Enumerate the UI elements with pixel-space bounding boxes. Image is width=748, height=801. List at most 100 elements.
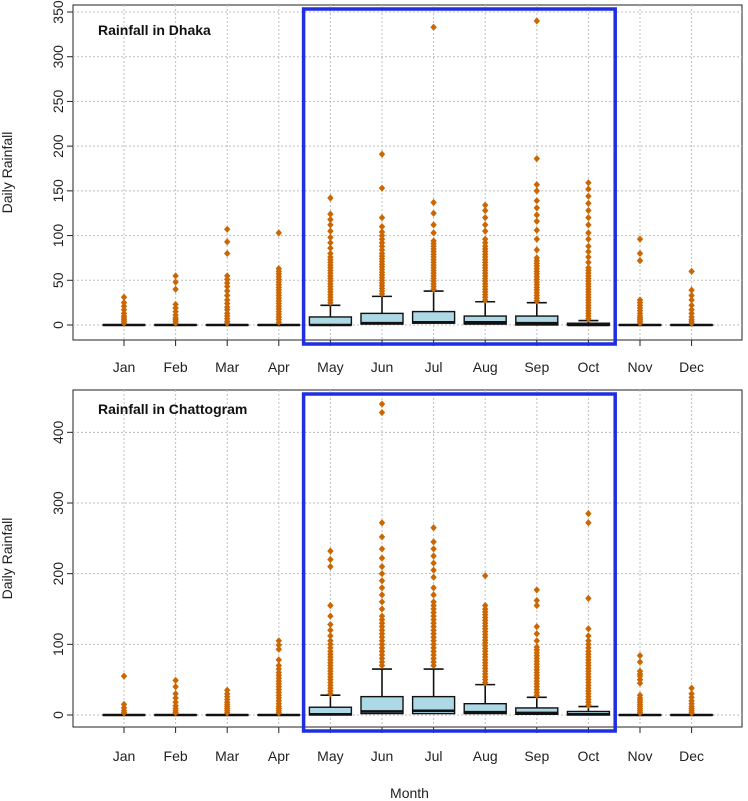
outlier-point xyxy=(482,201,489,209)
outlier-point xyxy=(378,570,386,578)
outlier-point xyxy=(430,538,437,546)
outlier-point xyxy=(482,601,489,610)
outlier-point xyxy=(378,150,386,158)
outlier-point xyxy=(327,547,334,555)
outlier-point xyxy=(120,700,128,708)
x-tick-label-jul: Jul xyxy=(425,359,443,375)
y-tick-label: 0 xyxy=(50,711,66,719)
outlier-point xyxy=(378,400,386,408)
outlier-point xyxy=(533,637,540,645)
chart-panel-1: 0 50 100 150 200 250 300 350 Jan Feb Mar Apr May Jun J… xyxy=(0,0,743,375)
x-tick-label-may: May xyxy=(317,748,343,764)
outlier-point xyxy=(327,632,334,640)
outlier-point xyxy=(533,204,540,212)
x-tick-label-aug: Aug xyxy=(473,359,498,375)
outlier-point xyxy=(327,555,334,564)
outlier-point xyxy=(327,210,334,218)
outlier-point xyxy=(275,229,282,237)
y-tick-label: 100 xyxy=(50,632,66,656)
x-tick-label-apr: Apr xyxy=(268,359,290,375)
outlier-point xyxy=(585,632,592,640)
outlier-point xyxy=(585,519,592,527)
outlier-point xyxy=(378,184,386,192)
outlier-point xyxy=(533,630,540,638)
x-tick-label-jan: Jan xyxy=(113,748,136,764)
outlier-point xyxy=(430,566,437,574)
x-tick-label-aug: Aug xyxy=(473,748,498,764)
outlier-point xyxy=(688,291,695,300)
box-body xyxy=(411,695,456,715)
outlier-point xyxy=(482,206,489,215)
outlier-point xyxy=(327,233,334,241)
outlier-point xyxy=(430,237,437,245)
outlier-point xyxy=(378,598,386,606)
outlier-point xyxy=(636,658,644,666)
outlier-point xyxy=(378,584,386,592)
outlier-point xyxy=(585,221,592,229)
outlier-point xyxy=(585,185,592,193)
x-tick-label-oct: Oct xyxy=(578,748,600,764)
outlier-point xyxy=(688,306,695,314)
outlier-point xyxy=(430,198,437,207)
outlier-point xyxy=(585,192,592,200)
outlier-point xyxy=(327,215,334,224)
box-jul xyxy=(411,668,456,715)
x-tick-label-nov: Nov xyxy=(628,359,653,375)
outlier-point xyxy=(688,296,695,304)
box-oct xyxy=(566,705,611,716)
box-body xyxy=(463,702,507,715)
x-tick-label-jan: Jan xyxy=(113,359,136,375)
outlier-point xyxy=(224,296,231,304)
outlier-point xyxy=(327,563,334,571)
outlier-point xyxy=(430,573,437,581)
outlier-point xyxy=(533,246,540,254)
outlier-point xyxy=(585,199,592,207)
outlier-point xyxy=(430,545,437,553)
x-tick-label-jun: Jun xyxy=(371,748,394,764)
outlier-point xyxy=(327,612,334,620)
outlier-point xyxy=(430,23,437,31)
outlier-point xyxy=(172,300,179,309)
highlight-box xyxy=(301,392,617,733)
outlier-point xyxy=(224,272,231,280)
outlier-point xyxy=(430,552,437,560)
outlier-point xyxy=(636,235,644,243)
outlier-point xyxy=(327,249,334,258)
x-tick-label-mar: Mar xyxy=(215,748,239,764)
outlier-point xyxy=(482,221,489,229)
outlier-point xyxy=(688,684,695,692)
outlier-point xyxy=(585,206,592,215)
y-tick-label: 200 xyxy=(50,134,66,158)
outlier-point xyxy=(482,572,489,580)
outlier-point xyxy=(585,594,592,602)
outlier-point xyxy=(172,690,179,698)
outlier-point xyxy=(585,242,592,250)
outlier-point xyxy=(585,248,592,256)
outlier-point xyxy=(275,661,282,670)
outlier-point xyxy=(585,229,592,237)
x-tick-label-sep: Sep xyxy=(524,359,549,375)
outlier-point xyxy=(533,17,540,25)
x-tick-label-jul: Jul xyxy=(425,748,443,764)
outlier-point xyxy=(172,272,179,280)
outlier-point xyxy=(378,563,386,571)
outlier-point xyxy=(636,257,644,265)
outlier-point xyxy=(533,623,540,631)
plot-frame xyxy=(72,4,743,341)
outlier-point xyxy=(275,641,282,649)
x-tick-label-nov: Nov xyxy=(628,748,653,764)
y-tick-label: 50 xyxy=(50,272,66,288)
box-body xyxy=(463,315,507,325)
panel-title: Rainfall in Chattogram xyxy=(98,401,247,417)
outlier-point xyxy=(533,643,540,651)
y-tick-label: 150 xyxy=(50,179,66,203)
outlier-point xyxy=(430,598,437,606)
highlight-box xyxy=(301,7,617,346)
y-tick-label: 250 xyxy=(50,90,66,114)
outlier-point xyxy=(533,586,540,594)
outlier-point xyxy=(533,180,540,189)
y-axis-title: Daily Rainfall xyxy=(0,518,15,600)
x-tick-label-dec: Dec xyxy=(679,359,704,375)
outlier-point xyxy=(636,249,644,258)
